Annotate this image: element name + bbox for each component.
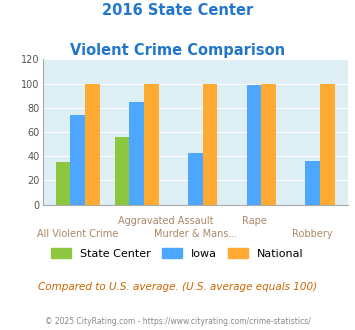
Bar <box>71 115 85 205</box>
Text: © 2025 CityRating.com - https://www.cityrating.com/crime-statistics/: © 2025 CityRating.com - https://www.city… <box>45 317 310 326</box>
Bar <box>261 83 276 205</box>
Bar <box>129 102 144 205</box>
Text: Aggravated Assault: Aggravated Assault <box>118 216 214 226</box>
Text: Rape: Rape <box>241 216 266 226</box>
Text: Robbery: Robbery <box>293 229 333 239</box>
Legend: State Center, Iowa, National: State Center, Iowa, National <box>51 248 304 259</box>
Bar <box>56 162 71 205</box>
Bar <box>85 83 100 205</box>
Bar <box>320 83 335 205</box>
Bar <box>203 83 217 205</box>
Bar <box>247 85 261 205</box>
Text: Murder & Mans...: Murder & Mans... <box>153 229 237 239</box>
Bar <box>115 137 129 205</box>
Bar <box>188 152 203 205</box>
Bar <box>305 161 320 205</box>
Text: Compared to U.S. average. (U.S. average equals 100): Compared to U.S. average. (U.S. average … <box>38 282 317 292</box>
Text: Violent Crime Comparison: Violent Crime Comparison <box>70 43 285 58</box>
Text: 2016 State Center: 2016 State Center <box>102 3 253 18</box>
Bar <box>144 83 159 205</box>
Text: All Violent Crime: All Violent Crime <box>37 229 119 239</box>
